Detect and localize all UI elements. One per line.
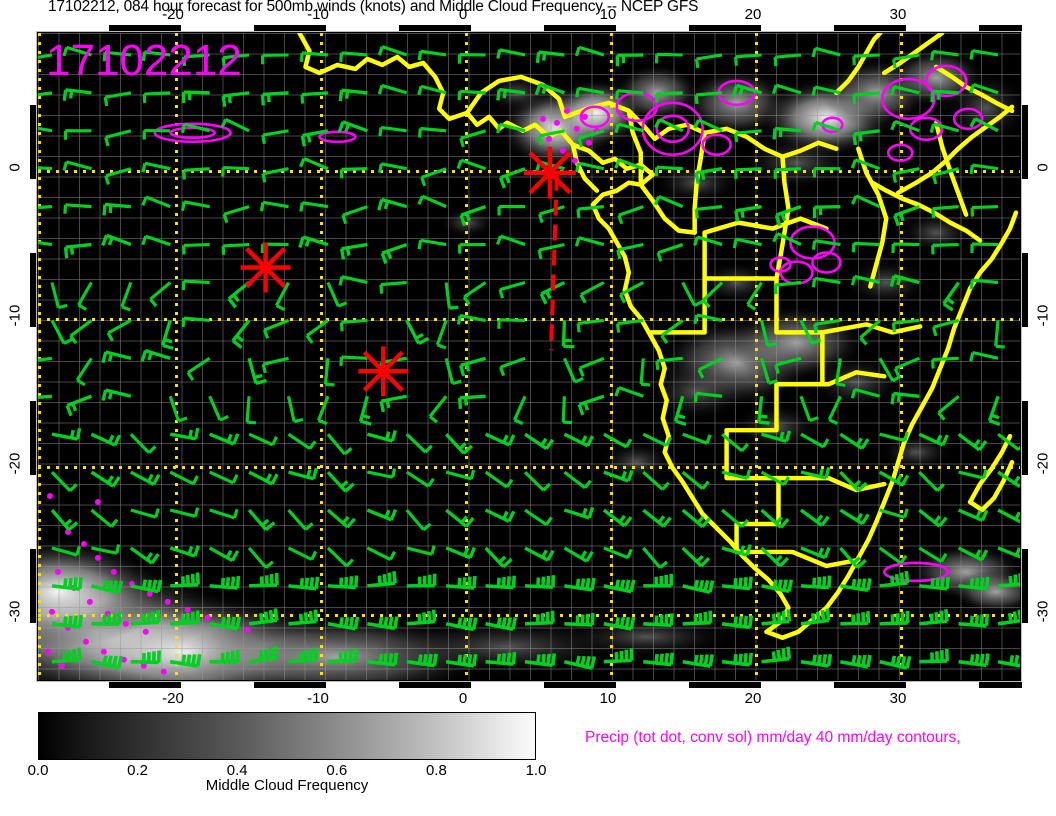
y-tick-left-0: 0 <box>6 163 24 172</box>
colorbar-tick-0.8: 0.8 <box>425 762 447 779</box>
graticule-lon-0 <box>465 33 468 680</box>
graticule-lon-20 <box>755 33 758 680</box>
coastline-and-borders-layer <box>297 33 1019 641</box>
y-tick-left--20: -20 <box>6 452 24 475</box>
y-tick-right--10: -10 <box>1034 304 1052 327</box>
graticule-lat-m20 <box>38 466 1020 469</box>
y-tick-right-0: 0 <box>1034 163 1052 172</box>
marker-layer[interactable] <box>38 33 1020 680</box>
graticule-lon-30 <box>900 33 903 680</box>
x-tick-top-0: 0 <box>458 6 468 23</box>
colorbar-tick-0.6: 0.6 <box>326 762 348 779</box>
graticule-lat-m30 <box>38 614 1020 617</box>
station-marker-3[interactable] <box>358 346 409 397</box>
colorbar-tick-1.0: 1.0 <box>525 762 547 779</box>
x-tick-bottom-0: 0 <box>458 690 468 707</box>
station-marker-1[interactable] <box>524 146 576 199</box>
map-plot-area[interactable] <box>36 31 1022 682</box>
y-tick-right--30: -30 <box>1034 600 1052 623</box>
track-line <box>548 174 559 351</box>
x-tick-bottom-20: 20 <box>744 690 762 707</box>
colorbar-tick-0.4: 0.4 <box>226 762 248 779</box>
y-tick-right--20: -20 <box>1034 452 1052 475</box>
graticule-lon-10 <box>610 33 613 680</box>
axis-band-top <box>36 25 1022 31</box>
graticule-lon-m20 <box>175 33 178 680</box>
x-tick-bottom--20: -20 <box>162 690 184 707</box>
x-tick-bottom-10: 10 <box>599 690 617 707</box>
x-tick-top-20: 20 <box>744 6 762 23</box>
page-title: 17102212, 084 hour forecast for 500mb wi… <box>48 0 699 15</box>
colorbar-label: Middle Cloud Frequency <box>205 777 369 794</box>
axis-band-right <box>1022 31 1028 682</box>
station-marker-2[interactable] <box>240 242 291 293</box>
colorbar-tick-0.2: 0.2 <box>127 762 149 779</box>
precipitation-contour-layer <box>44 64 984 675</box>
axis-band-bottom <box>36 682 1022 688</box>
x-tick-bottom-30: 30 <box>889 690 907 707</box>
x-tick-top-10: 10 <box>599 6 617 23</box>
precip-legend-note: Precip (tot dot, conv sol) mm/day 40 mm/… <box>585 729 961 746</box>
graticule-lon-m10 <box>320 33 323 680</box>
x-tick-bottom--10: -10 <box>307 690 329 707</box>
x-tick-top--10: -10 <box>307 6 329 23</box>
y-tick-left--30: -30 <box>6 600 24 623</box>
colorbar-tick-0.0: 0.0 <box>27 762 49 779</box>
graticule-lat-m10 <box>38 318 1020 321</box>
x-tick-top--20: -20 <box>162 6 184 23</box>
axis-band-left <box>30 31 36 682</box>
y-tick-left--10: -10 <box>6 304 24 327</box>
colorbar-middle-cloud-frequency[interactable] <box>38 712 536 760</box>
x-tick-top-30: 30 <box>889 6 907 23</box>
forecast-timestamp-stamp: 17102212 <box>46 36 242 85</box>
